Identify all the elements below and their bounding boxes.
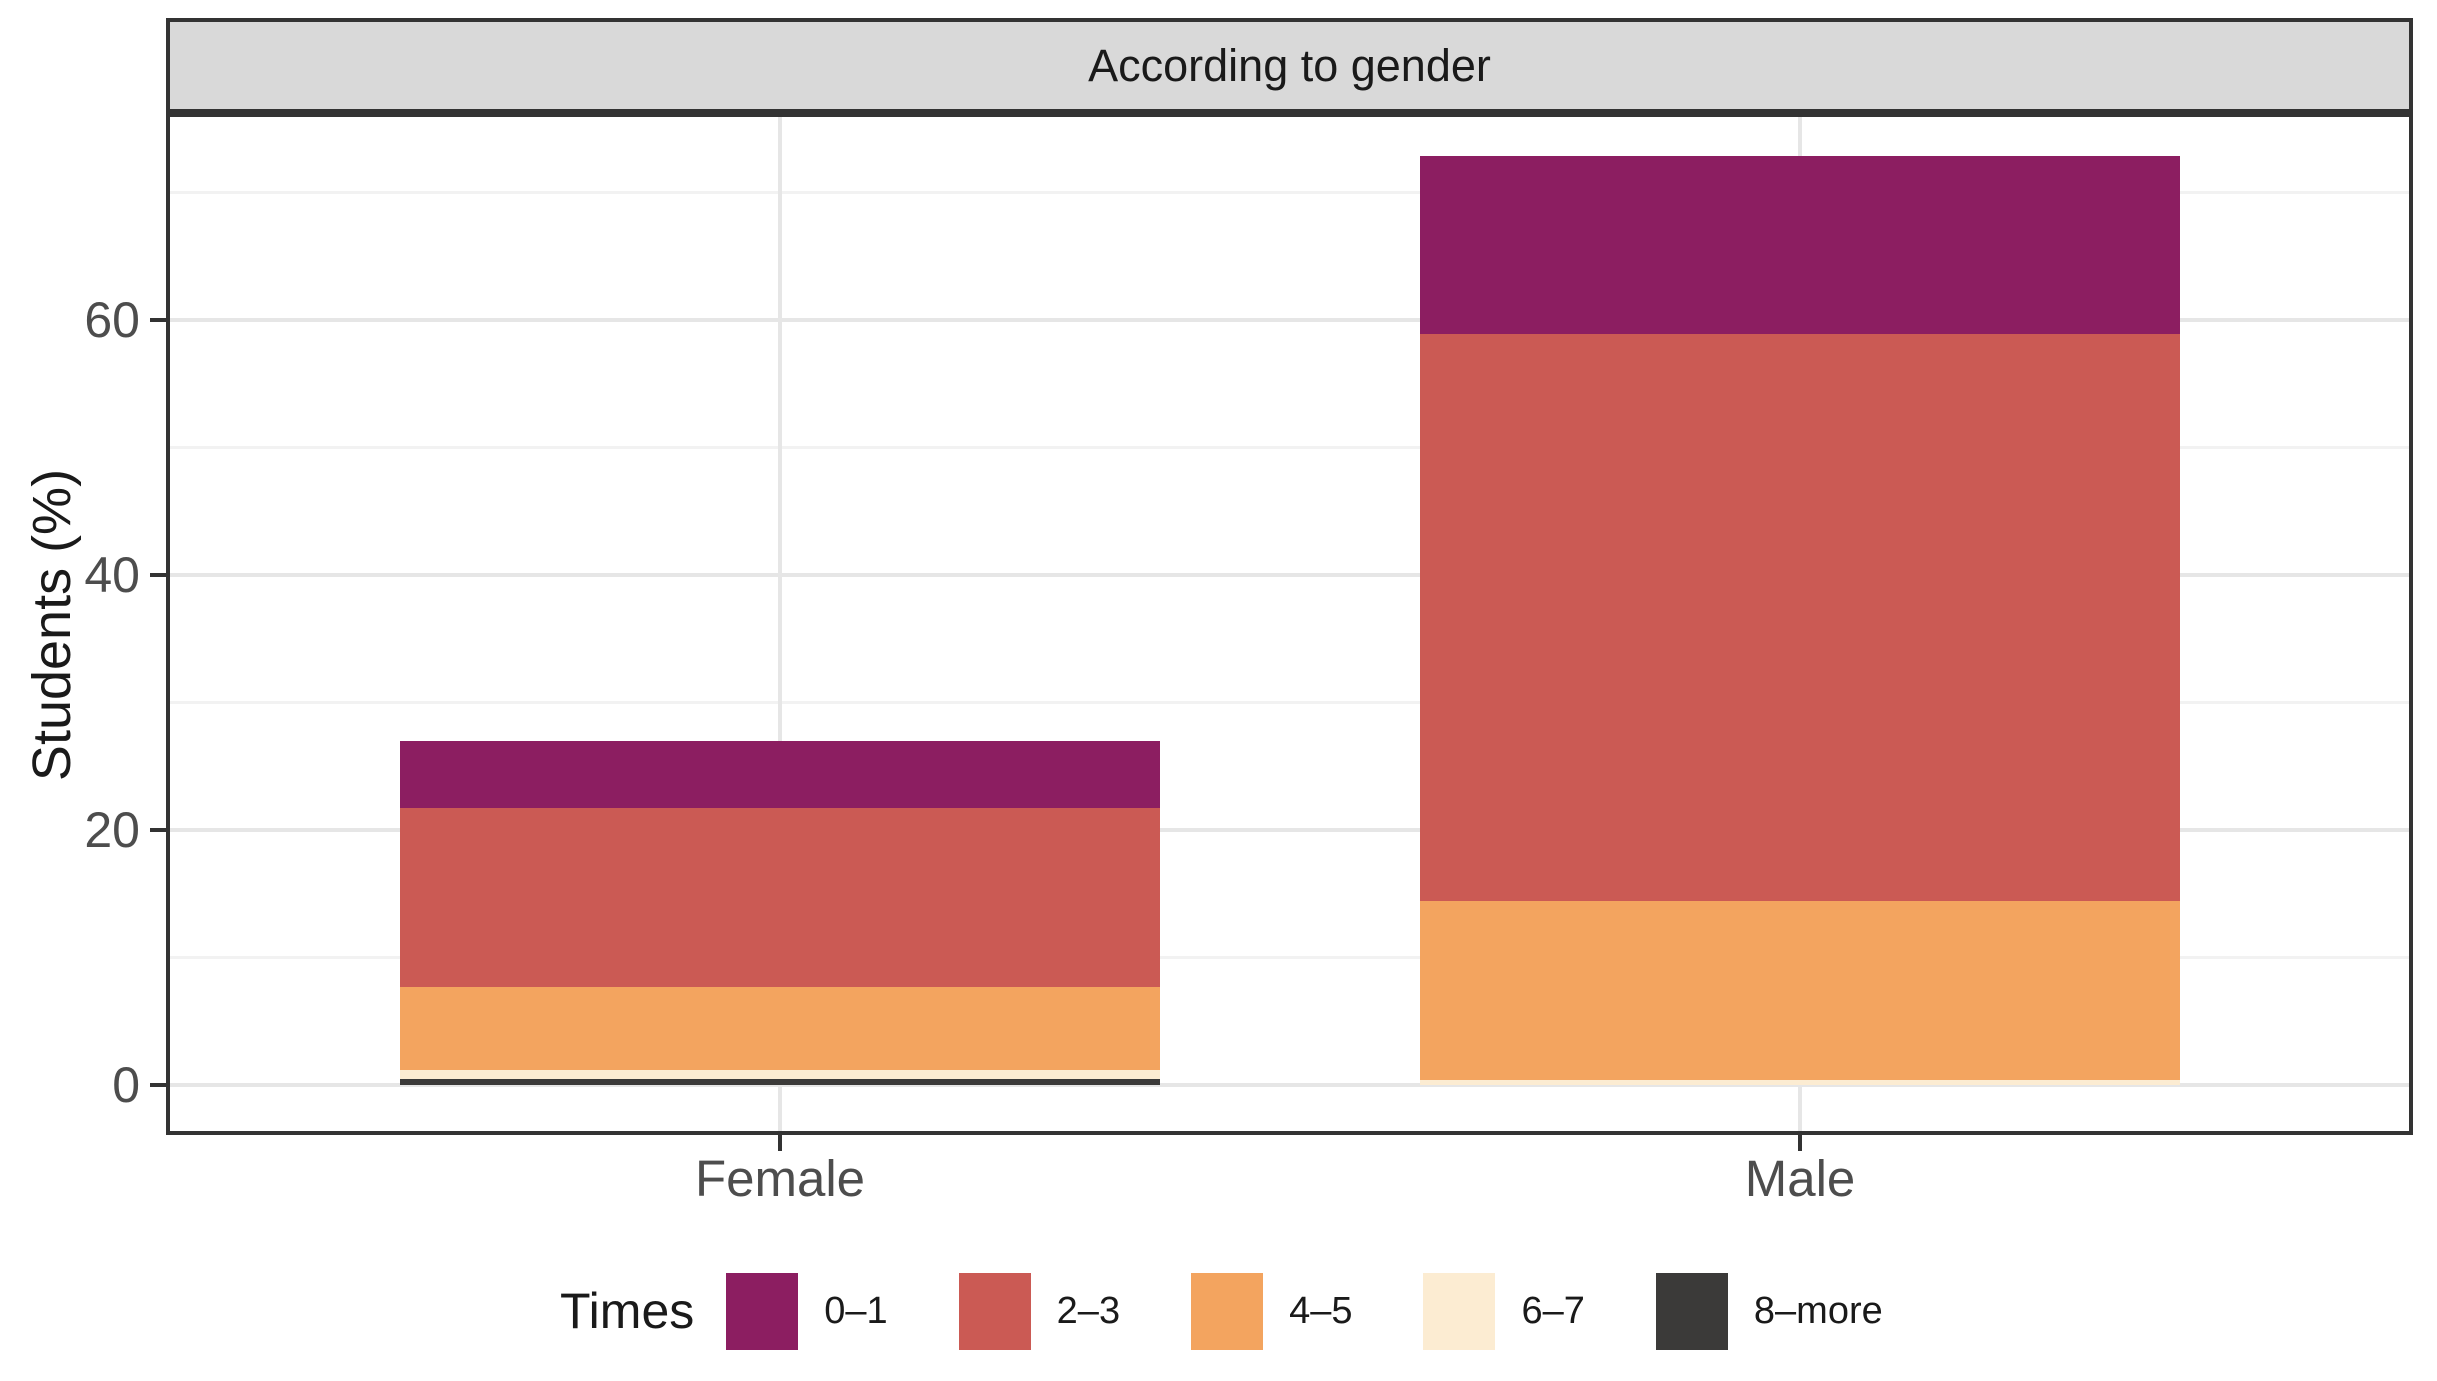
y-tick-label: 0 [112,1057,140,1113]
facet-strip-title: According to gender [1088,39,1491,91]
gridline-major [170,318,2409,322]
facet-strip: According to gender [166,18,2413,113]
y-tick-label: 20 [84,802,140,858]
gridline-major-vertical [778,117,782,1131]
legend-swatch [958,1272,1031,1350]
plot-panel [170,117,2409,1131]
legend-item-2: 2–3 [958,1272,1121,1350]
legend-label: 4–5 [1289,1289,1353,1332]
x-tick-mark [1798,1135,1802,1151]
plot-panel-border [166,113,2413,1135]
legend-item-4: 6–7 [1423,1272,1585,1350]
legend: Times 0–1 2–3 4–5 6–7 8–more [560,1266,1954,1356]
legend-swatch [726,1272,799,1350]
legend-label: 8–more [1753,1289,1883,1332]
y-tick-label: 60 [84,292,140,348]
y-tick-mark [150,318,166,322]
legend-swatch [1423,1272,1496,1350]
x-tick-label-female: Female [694,1150,866,1207]
y-tick-mark [150,573,166,577]
bar-segment-female-5 [400,1078,1160,1085]
gridline-major [170,573,2409,577]
gridline-minor [170,956,2409,959]
bar-segment-female-3 [400,986,1160,1070]
x-tick-mark [778,1135,782,1151]
bar-segment-male-3 [1420,901,2180,1080]
gridline-minor [170,446,2409,449]
y-tick-label: 40 [84,547,140,603]
bar-segment-female-4 [400,1069,1160,1079]
legend-title: Times [560,1283,695,1339]
gridline-minor [170,701,2409,704]
bar-segment-male-2 [1420,334,2180,902]
y-tick-mark [150,828,166,832]
gridline-major [170,1083,2409,1087]
legend-swatch [1191,1272,1264,1350]
y-tick-mark [150,1083,166,1087]
bar-segment-female-1 [400,740,1160,809]
legend-item-3: 4–5 [1191,1272,1353,1350]
gridline-major [170,828,2409,832]
legend-item-5: 8–more [1655,1272,1883,1350]
bar-segment-female-2 [400,808,1160,987]
legend-item-1: 0–1 [726,1272,888,1350]
x-tick-label-male: Male [1744,1150,1856,1207]
legend-label: 0–1 [824,1289,888,1332]
bar-segment-male-4 [1420,1079,2180,1085]
legend-swatch [1655,1272,1728,1350]
legend-label: 2–3 [1056,1289,1121,1332]
gridline-minor [170,191,2409,194]
bar-segment-male-1 [1420,155,2180,335]
legend-label: 6–7 [1521,1289,1585,1332]
